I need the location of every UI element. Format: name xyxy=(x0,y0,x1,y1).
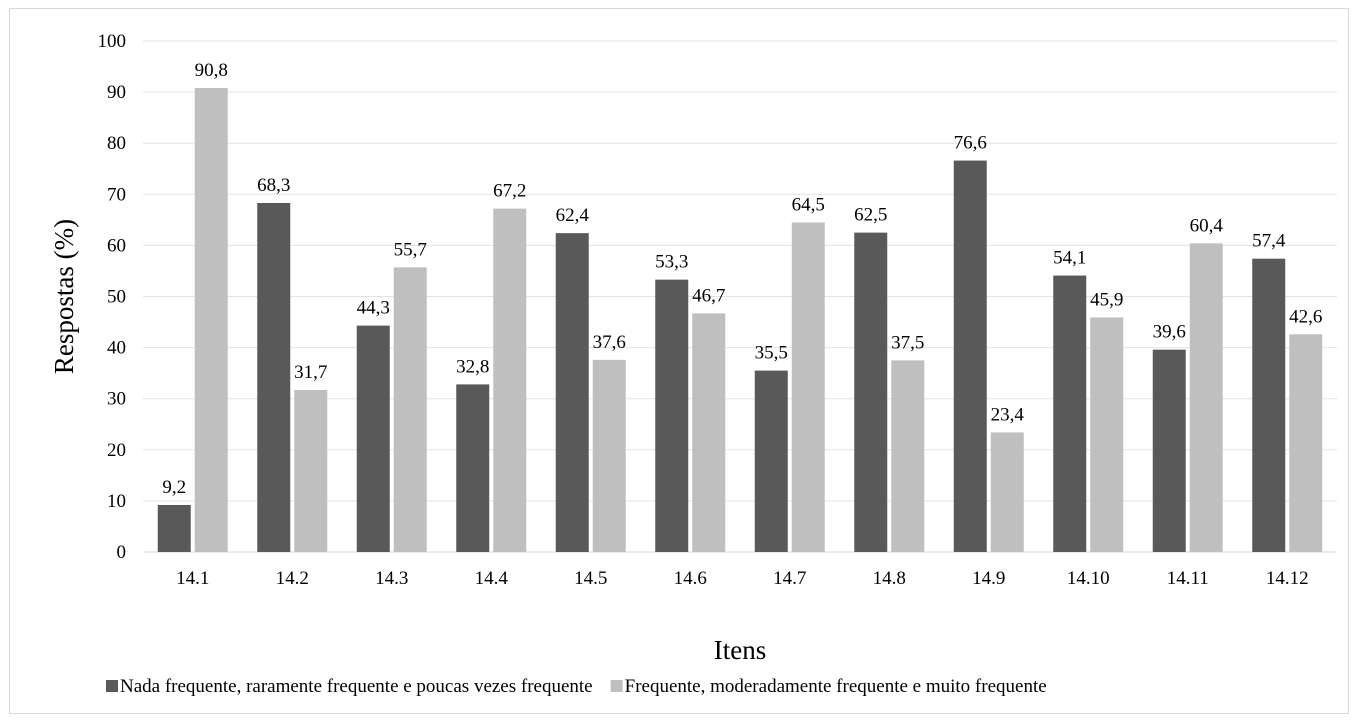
data-label: 62,4 xyxy=(556,205,590,226)
x-tick-label: 14.4 xyxy=(475,568,509,589)
x-tick-label: 14.7 xyxy=(773,568,806,589)
x-tick-label: 14.2 xyxy=(276,568,309,589)
y-tick-label: 10 xyxy=(107,491,126,512)
bars xyxy=(157,88,1323,553)
bar-series-2 xyxy=(592,359,626,552)
x-tick-label: 14.3 xyxy=(375,568,408,589)
legend-label: Frequente, moderadamente frequente e mui… xyxy=(625,676,1047,697)
y-tick-label: 30 xyxy=(107,389,126,410)
y-tick-labels: 0 10 20 30 40 50 60 70 80 90 100 xyxy=(98,31,127,563)
data-label: 31,7 xyxy=(294,362,327,383)
bar-series-2 xyxy=(1090,317,1124,552)
data-label: 53,3 xyxy=(655,252,688,273)
data-label: 32,8 xyxy=(456,356,489,377)
bar-series-1 xyxy=(257,202,291,552)
y-tick-label: 90 xyxy=(107,82,126,103)
data-label: 45,9 xyxy=(1090,289,1123,310)
x-tick-label: 14.10 xyxy=(1067,568,1110,589)
gridlines xyxy=(143,40,1337,553)
data-label: 42,6 xyxy=(1289,306,1322,327)
legend-swatch xyxy=(610,680,623,692)
bar-series-1 xyxy=(854,232,888,552)
data-label: 23,4 xyxy=(991,404,1025,425)
x-tick-label: 14.12 xyxy=(1266,568,1309,589)
data-label: 39,6 xyxy=(1153,322,1186,343)
data-labels: 9,2 90,8 68,3 31,7 44,3 55,7 32,8 67,2 62,4 37,6 5… xyxy=(162,60,1322,498)
x-tick-label: 14.1 xyxy=(176,568,209,589)
x-tick-label: 14.11 xyxy=(1167,568,1209,589)
y-tick-label: 20 xyxy=(107,440,126,461)
data-label: 60,4 xyxy=(1190,215,1224,236)
bar-series-1 xyxy=(356,325,390,552)
data-label: 44,3 xyxy=(357,298,390,319)
bar-series-1 xyxy=(1053,275,1087,552)
data-label: 64,5 xyxy=(792,194,825,215)
bar-series-2 xyxy=(990,432,1024,552)
bar-series-2 xyxy=(692,313,726,552)
y-tick-label: 100 xyxy=(98,31,127,52)
x-tick-label: 14.6 xyxy=(674,568,707,589)
bar-series-1 xyxy=(754,370,788,552)
bar-series-1 xyxy=(1152,349,1186,552)
bar-series-1 xyxy=(953,160,987,552)
legend-label: Nada frequente, raramente frequente e po… xyxy=(120,676,593,697)
data-label: 68,3 xyxy=(257,175,290,196)
x-tick-label: 14.5 xyxy=(574,568,607,589)
y-tick-label: 50 xyxy=(107,287,126,308)
bar-series-2 xyxy=(194,88,228,553)
bar-series-2 xyxy=(1189,243,1223,552)
data-label: 37,6 xyxy=(593,332,626,353)
y-tick-label: 40 xyxy=(107,338,126,359)
bar-series-1 xyxy=(456,384,490,552)
bar-series-2 xyxy=(891,360,925,552)
x-tick-label: 14.9 xyxy=(972,568,1005,589)
y-tick-label: 70 xyxy=(107,184,126,205)
bar-series-2 xyxy=(294,390,328,552)
bar-series-2 xyxy=(493,208,527,552)
bar-series-2 xyxy=(393,267,427,552)
data-label: 62,5 xyxy=(854,205,887,226)
x-tick-labels: 14.1 14.2 14.3 14.4 14.5 14.6 14.7 14.8 14.9 14.1… xyxy=(176,568,1309,589)
bar-series-1 xyxy=(655,279,689,552)
data-label: 55,7 xyxy=(394,239,427,260)
bar-series-1 xyxy=(1252,258,1286,552)
bar-series-2 xyxy=(791,222,825,552)
bar-series-2 xyxy=(1289,334,1323,552)
data-label: 90,8 xyxy=(195,60,228,81)
legend: Nada frequente, raramente frequente e po… xyxy=(106,676,1047,697)
bar-series-1 xyxy=(555,233,589,553)
y-tick-label: 80 xyxy=(107,133,126,154)
y-tick-label: 60 xyxy=(107,235,126,256)
y-tick-label: 0 xyxy=(117,542,127,563)
x-tick-label: 14.8 xyxy=(873,568,906,589)
data-label: 46,7 xyxy=(692,285,725,306)
data-label: 76,6 xyxy=(954,133,987,154)
data-label: 9,2 xyxy=(162,477,186,498)
y-axis-title: Respostas (%) xyxy=(49,219,79,374)
legend-swatch xyxy=(106,680,118,692)
data-label: 54,1 xyxy=(1053,248,1086,269)
data-label: 57,4 xyxy=(1252,231,1286,252)
bar-series-1 xyxy=(157,504,191,552)
data-label: 37,5 xyxy=(891,332,924,353)
x-axis-title: Itens xyxy=(714,635,766,665)
data-label: 35,5 xyxy=(755,343,788,364)
data-label: 67,2 xyxy=(493,181,526,202)
